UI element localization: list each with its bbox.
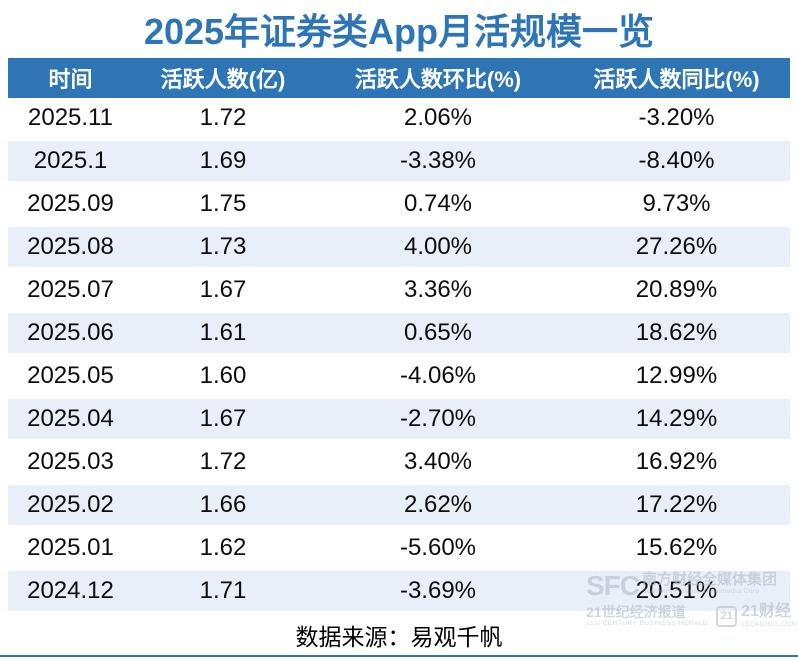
table-row: 2025.03 1.72 3.40% 16.92% [8, 442, 790, 485]
table-cell: 1.62 [133, 528, 313, 571]
table-cell: -3.69% [313, 571, 563, 614]
table-cell: 1.69 [133, 141, 313, 184]
table-cell: 1.72 [133, 442, 313, 485]
table-header: 时间 活跃人数(亿) 活跃人数环比(%) 活跃人数同比(%) [8, 58, 790, 98]
table-cell: 12.99% [563, 356, 790, 399]
table-cell: 2025.08 [8, 227, 133, 270]
column-header-yoy: 活跃人数同比(%) [563, 58, 790, 98]
table-cell: 2025.09 [8, 184, 133, 227]
table-cell: 9.73% [563, 184, 790, 227]
table-cell: 1.67 [133, 399, 313, 442]
table-cell: 2024.12 [8, 571, 133, 614]
table-cell: 16.92% [563, 442, 790, 485]
data-source-note: 数据来源：易观千帆 [295, 623, 503, 650]
table-cell: 20.89% [563, 270, 790, 313]
table-cell: 2025.05 [8, 356, 133, 399]
column-header-time: 时间 [8, 58, 133, 98]
column-header-mom: 活跃人数环比(%) [313, 58, 563, 98]
table-row: 2025.1 1.69 -3.38% -8.40% [8, 141, 790, 184]
table-cell: 1.60 [133, 356, 313, 399]
table-cell: 4.00% [313, 227, 563, 270]
table-cell: 1.67 [133, 270, 313, 313]
table-cell: 2025.11 [8, 98, 133, 141]
table-cell: -2.70% [313, 399, 563, 442]
table-cell: 2.06% [313, 98, 563, 141]
table-row: 2025.04 1.67 -2.70% 14.29% [8, 399, 790, 442]
bottom-divider [0, 655, 798, 657]
table-row: 2025.01 1.62 -5.60% 15.62% [8, 528, 790, 571]
table-cell: 1.71 [133, 571, 313, 614]
table-cell: 1.61 [133, 313, 313, 356]
table-row: 2025.11 1.72 2.06% -3.20% [8, 98, 790, 141]
table-cell: 3.40% [313, 442, 563, 485]
table-row: 2025.02 1.66 2.62% 17.22% [8, 485, 790, 528]
mau-table: 时间 活跃人数(亿) 活跃人数环比(%) 活跃人数同比(%) 2025.11 1.… [8, 58, 790, 614]
table-cell: 1.75 [133, 184, 313, 227]
table-cell: 14.29% [563, 399, 790, 442]
page-title: 2025年证券类App月活规模一览 [143, 11, 655, 52]
table-cell: 2025.07 [8, 270, 133, 313]
table-cell: 27.26% [563, 227, 790, 270]
table-cell: 2025.06 [8, 313, 133, 356]
table-cell: 17.22% [563, 485, 790, 528]
table-row: 2025.07 1.67 3.36% 20.89% [8, 270, 790, 313]
table-cell: 2025.03 [8, 442, 133, 485]
table-header-row: 时间 活跃人数(亿) 活跃人数环比(%) 活跃人数同比(%) [8, 58, 790, 98]
table-cell: -3.38% [313, 141, 563, 184]
table-cell: -3.20% [563, 98, 790, 141]
table-cell: 1.73 [133, 227, 313, 270]
table-cell: 0.74% [313, 184, 563, 227]
table-row: 2025.09 1.75 0.74% 9.73% [8, 184, 790, 227]
table-cell: -8.40% [563, 141, 790, 184]
table-cell: -4.06% [313, 356, 563, 399]
table-row: 2025.06 1.61 0.65% 18.62% [8, 313, 790, 356]
table-cell: 0.65% [313, 313, 563, 356]
table-cell: 2.62% [313, 485, 563, 528]
table-cell: 2025.02 [8, 485, 133, 528]
table-row: 2025.05 1.60 -4.06% 12.99% [8, 356, 790, 399]
table-cell: 18.62% [563, 313, 790, 356]
table-cell: 1.66 [133, 485, 313, 528]
column-header-mau: 活跃人数(亿) [133, 58, 313, 98]
table-cell: 1.72 [133, 98, 313, 141]
table-cell: 2025.04 [8, 399, 133, 442]
table-cell: 2025.01 [8, 528, 133, 571]
table-cell: 3.36% [313, 270, 563, 313]
table-cell: 2025.1 [8, 141, 133, 184]
table-body: 2025.11 1.72 2.06% -3.20% 2025.1 1.69 -3.38% -8… [8, 98, 790, 614]
table-cell: -5.60% [313, 528, 563, 571]
table-row: 2025.08 1.73 4.00% 27.26% [8, 227, 790, 270]
table-row: 2024.12 1.71 -3.69% 20.51% [8, 571, 790, 614]
table-cell: 20.51% [563, 571, 790, 614]
table-cell: 15.62% [563, 528, 790, 571]
